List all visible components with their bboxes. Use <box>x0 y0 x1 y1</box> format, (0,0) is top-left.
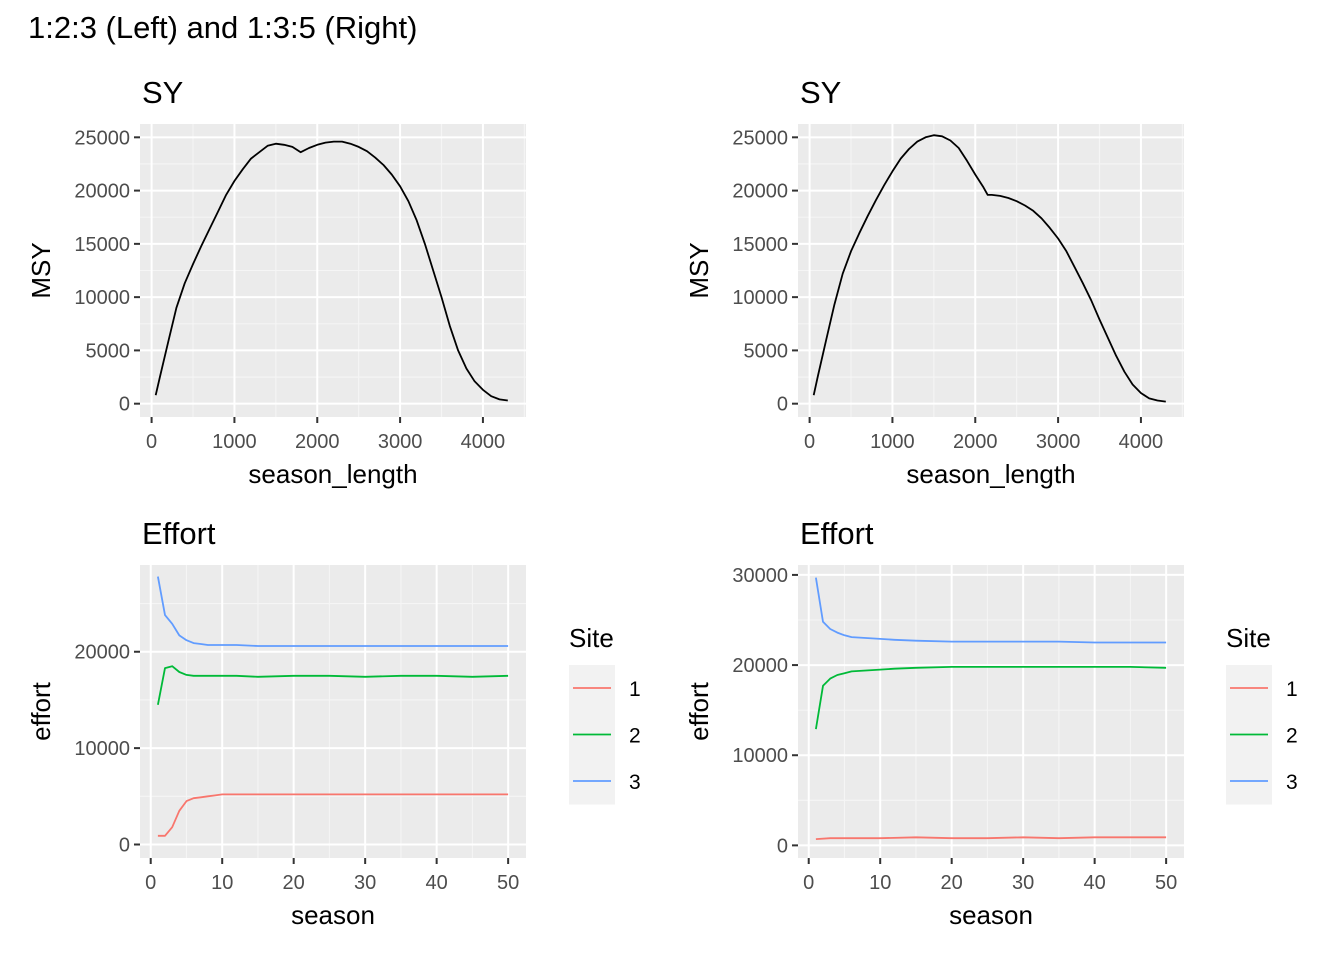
x-tick-label: 40 <box>1084 872 1106 894</box>
x-tick-label: 10 <box>869 872 891 894</box>
y-tick-label: 0 <box>777 394 788 416</box>
legend-label: 1 <box>629 678 641 701</box>
panel-title: SY <box>142 75 183 110</box>
series-line-2 <box>815 666 1167 730</box>
x-tick-label: 0 <box>803 872 814 894</box>
series-line-1 <box>815 836 1167 840</box>
y-tick-label: 20000 <box>732 655 788 677</box>
x-tick-label: 20 <box>941 872 963 894</box>
legend-label: 1 <box>1286 678 1298 701</box>
series-line-msy <box>154 140 508 402</box>
x-tick-label: 2000 <box>295 431 340 453</box>
x-axis-title: season_length <box>906 459 1075 489</box>
y-tick-label: 5000 <box>86 340 131 362</box>
x-tick-label: 0 <box>146 431 157 453</box>
x-tick-label: 3000 <box>1036 431 1081 453</box>
x-tick-label: 20 <box>283 872 305 894</box>
y-tick-label: 0 <box>777 835 788 857</box>
series-line-1 <box>157 793 509 837</box>
y-tick-label: 10000 <box>732 287 788 309</box>
panel-background <box>140 565 526 858</box>
panel-title: Effort <box>800 516 874 551</box>
x-tick-label: 4000 <box>461 431 506 453</box>
x-axis-title: season_length <box>248 459 417 489</box>
y-axis-title: MSY <box>684 242 714 298</box>
series-line-3 <box>157 576 509 647</box>
chart-effort-right: 0 10 20 30 40 50 0 10000 20000 30000 Effort season e… <box>684 516 1298 930</box>
legend-title: Site <box>569 623 614 653</box>
legend-label: 2 <box>1286 725 1298 748</box>
legend: Site 1 2 3 <box>1226 623 1298 805</box>
legend: Site 1 2 3 <box>569 623 641 805</box>
legend-label: 2 <box>629 725 641 748</box>
x-tick-label: 30 <box>1012 872 1034 894</box>
y-axis-title: effort <box>684 681 714 741</box>
y-tick-label: 10000 <box>732 745 788 767</box>
x-tick-label: 40 <box>426 872 448 894</box>
chart-sy-right: 0 1000 2000 3000 4000 0 5000 10000 15000 20000 250… <box>684 75 1184 489</box>
y-axis-title: MSY <box>26 242 56 298</box>
x-axis-title: season <box>949 900 1033 930</box>
y-tick-label: 20000 <box>732 181 788 203</box>
y-axis-title: effort <box>26 681 56 741</box>
y-tick-label: 0 <box>119 394 130 416</box>
x-tick-label: 0 <box>804 431 815 453</box>
y-tick-label: 30000 <box>732 565 788 587</box>
series-line-2 <box>157 665 509 705</box>
y-tick-label: 10000 <box>74 287 130 309</box>
y-tick-label: 15000 <box>732 234 788 256</box>
x-tick-label: 30 <box>354 872 376 894</box>
legend-title: Site <box>1226 623 1271 653</box>
y-tick-label: 10000 <box>74 738 130 760</box>
chart-sy-left: 0 1000 2000 3000 4000 0 5000 10000 15000 20000 250… <box>26 75 526 489</box>
figure-title: 1:2:3 (Left) and 1:3:5 (Right) <box>28 10 418 45</box>
panel-title: Effort <box>142 516 216 551</box>
panel-title: SY <box>800 75 841 110</box>
x-tick-label: 1000 <box>870 431 915 453</box>
x-tick-label: 0 <box>145 872 156 894</box>
panel-background <box>798 565 1184 858</box>
x-tick-label: 1000 <box>212 431 257 453</box>
y-tick-label: 15000 <box>74 234 130 256</box>
y-tick-label: 25000 <box>732 127 788 149</box>
x-tick-label: 4000 <box>1119 431 1164 453</box>
x-tick-label: 3000 <box>378 431 423 453</box>
series-line-3 <box>815 577 1167 644</box>
legend-label: 3 <box>1286 771 1298 794</box>
chart-effort-left: 0 10 20 30 40 50 0 10000 20000 Effort season effort… <box>26 516 641 930</box>
legend-label: 3 <box>629 771 641 794</box>
x-axis-title: season <box>291 900 375 930</box>
y-tick-label: 20000 <box>74 181 130 203</box>
y-tick-label: 20000 <box>74 642 130 664</box>
y-tick-label: 25000 <box>74 127 130 149</box>
x-tick-label: 10 <box>211 872 233 894</box>
series-line-msy <box>812 134 1166 403</box>
x-tick-label: 2000 <box>953 431 998 453</box>
y-tick-label: 0 <box>119 835 130 857</box>
x-tick-label: 50 <box>1155 872 1177 894</box>
x-tick-label: 50 <box>497 872 519 894</box>
y-tick-label: 5000 <box>744 340 789 362</box>
